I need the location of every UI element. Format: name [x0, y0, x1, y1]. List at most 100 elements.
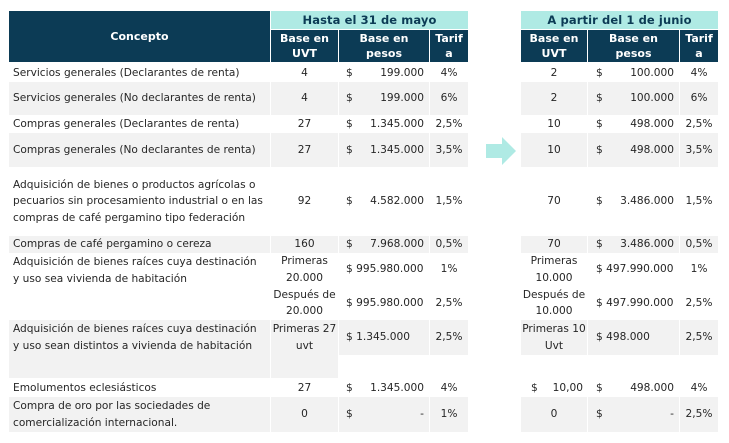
currency-symbol: $ [346, 118, 353, 130]
tarifa-value: 3,5% [435, 143, 463, 156]
uvt-value: 27 [297, 381, 312, 394]
uvt-after: 0 [521, 397, 587, 432]
pesos-after: $ 497.990.000 [596, 286, 680, 320]
pesos-after: $ 498.000 [596, 320, 680, 355]
pesos-before: - [420, 408, 424, 420]
tarifa-value: 4% [440, 381, 458, 394]
concept-text: Adquisición de bienes raíces cuya destin… [13, 323, 257, 352]
uvt-value: 0 [301, 408, 308, 421]
col-tarifa-label-l1: Tarif [435, 32, 463, 45]
row-bg-6-left [9, 236, 468, 253]
pesos-before: 7.968.000 [370, 238, 424, 250]
uvt-value: 10 [547, 117, 561, 130]
uvt-after: 10 [521, 133, 587, 167]
pesos-before: 199.000 [380, 67, 424, 79]
uvt-before: 27 [271, 133, 338, 167]
concept-text: Compras de café pergamino o cereza [13, 238, 212, 251]
col-separator [679, 62, 680, 432]
uvt-value: 2 [550, 67, 558, 80]
tarifa-value: 1,5% [435, 195, 463, 208]
right-arrow-icon [486, 137, 516, 165]
currency-symbol: $ [596, 195, 603, 207]
uvt-after: Después de 10.000 [521, 286, 587, 320]
table-row-concept: Adquisición de bienes raíces cuya destin… [9, 321, 270, 377]
uvt-value: Primeras 27 uvt [272, 323, 337, 352]
uvt-value: Primeras 10 Uvt [522, 323, 586, 352]
pesos-before: 1.345.000 [370, 382, 424, 394]
col-pesos-label-l2: pesos [615, 47, 652, 60]
currency-symbol: $ [596, 92, 603, 104]
row-bg-8-right [521, 320, 718, 355]
tarifa-value: 1% [440, 263, 458, 276]
period-after-label: A partir del 1 de junio [547, 13, 692, 27]
table-row-concept: Compra de oro por las sociedades de come… [9, 397, 270, 432]
currency-symbol: $ [596, 408, 603, 420]
tarifa-after: 2,5% [680, 115, 718, 133]
pesos-after: 3.486.000 [620, 238, 674, 250]
tarifa-value: 2,5% [685, 296, 713, 309]
col-tarifa-header-after: Tarif a [680, 30, 718, 62]
row-bg-2-right [521, 82, 718, 115]
tarifa-value: 2,5% [435, 117, 463, 130]
table-row-concept: Compras generales (No declarantes de ren… [9, 133, 270, 167]
pesos-value: $ 995.980.000 [346, 296, 424, 309]
table-row-concept: Adquisición de bienes raíces cuya destin… [9, 254, 270, 304]
tarifa-value: 4% [690, 67, 708, 80]
tarifa-value: 4% [440, 67, 458, 80]
table-row-concept: Adquisición de bienes o productos agríco… [9, 167, 270, 236]
uvt-value: Después de 10.000 [522, 288, 586, 318]
uvt-after: Primeras 10 Uvt [521, 320, 587, 355]
col-pesos-header-after: Base en pesos [588, 30, 679, 62]
tarifa-after: 4% [680, 65, 718, 82]
col-tarifa-label-l1: Tarif [685, 32, 713, 45]
tarifa-before: 2,5% [430, 115, 468, 133]
table-row-concept: Servicios generales (Declarantes de rent… [9, 65, 270, 82]
uvt-value: 70 [547, 195, 561, 208]
pesos-after: 498.000 [630, 144, 674, 156]
pesos-after: 3.486.000 [620, 195, 674, 207]
tarifa-value: 1,5% [685, 195, 713, 208]
pesos-value: $ 498.000 [596, 331, 650, 344]
tarifa-before: 1% [430, 397, 468, 432]
pesos-value: $ 1.345.000 [346, 331, 411, 344]
uvt-before: 92 [271, 167, 338, 236]
concept-text: Compra de oro por las sociedades de come… [13, 400, 211, 429]
uvt-before: 27 [271, 115, 338, 133]
uvt-after: 2 [521, 82, 587, 115]
uvt-value: Después de 20.000 [273, 288, 336, 318]
pesos-before: 1.345.000 [370, 118, 424, 130]
table-row-concept: Compras de café pergamino o cereza [9, 236, 270, 253]
pesos-value: $ 995.980.000 [346, 263, 424, 276]
tarifa-value: 2,5% [685, 331, 713, 344]
col-tarifa-label-l2: a [695, 47, 703, 60]
pesos-after: - [670, 408, 674, 420]
row-bg-4-right [521, 133, 718, 167]
tarifa-before: 0,5% [430, 236, 468, 253]
col-separator [270, 62, 271, 432]
uvt-value: 10 [547, 143, 561, 156]
row-bg-4-left [9, 133, 468, 167]
currency-symbol: $ [346, 408, 353, 420]
uvt-value: 2 [550, 92, 558, 105]
currency-symbol: $ [346, 238, 353, 250]
uvt-before: Primeras 27 uvt [271, 320, 338, 355]
tarifa-after: 3,5% [680, 133, 718, 167]
tarifa-value: 4% [690, 381, 708, 394]
uvt-value: 0 [550, 408, 558, 421]
row-bg-2-left [9, 82, 468, 115]
table-row-concept: Servicios generales (No declarantes de r… [9, 82, 270, 115]
row-bg-10-right [521, 397, 718, 432]
tarifa-after: 1% [680, 253, 718, 286]
currency-symbol: $ [596, 118, 603, 130]
tarifa-value: 1% [690, 263, 708, 276]
currency-symbol: $ [596, 382, 603, 394]
tarifa-before: 3,5% [430, 133, 468, 167]
tarifa-value: 1% [440, 408, 458, 421]
uvt-before: 27 [271, 379, 338, 397]
col-separator [429, 62, 430, 432]
uvt-value: 4 [301, 92, 308, 105]
table-row-concept: Compras generales (Declarantes de renta) [9, 115, 270, 133]
pesos-value: $ 497.990.000 [596, 296, 674, 309]
uvt-value: 27 [297, 117, 312, 130]
row-bg-6-right [521, 236, 718, 253]
